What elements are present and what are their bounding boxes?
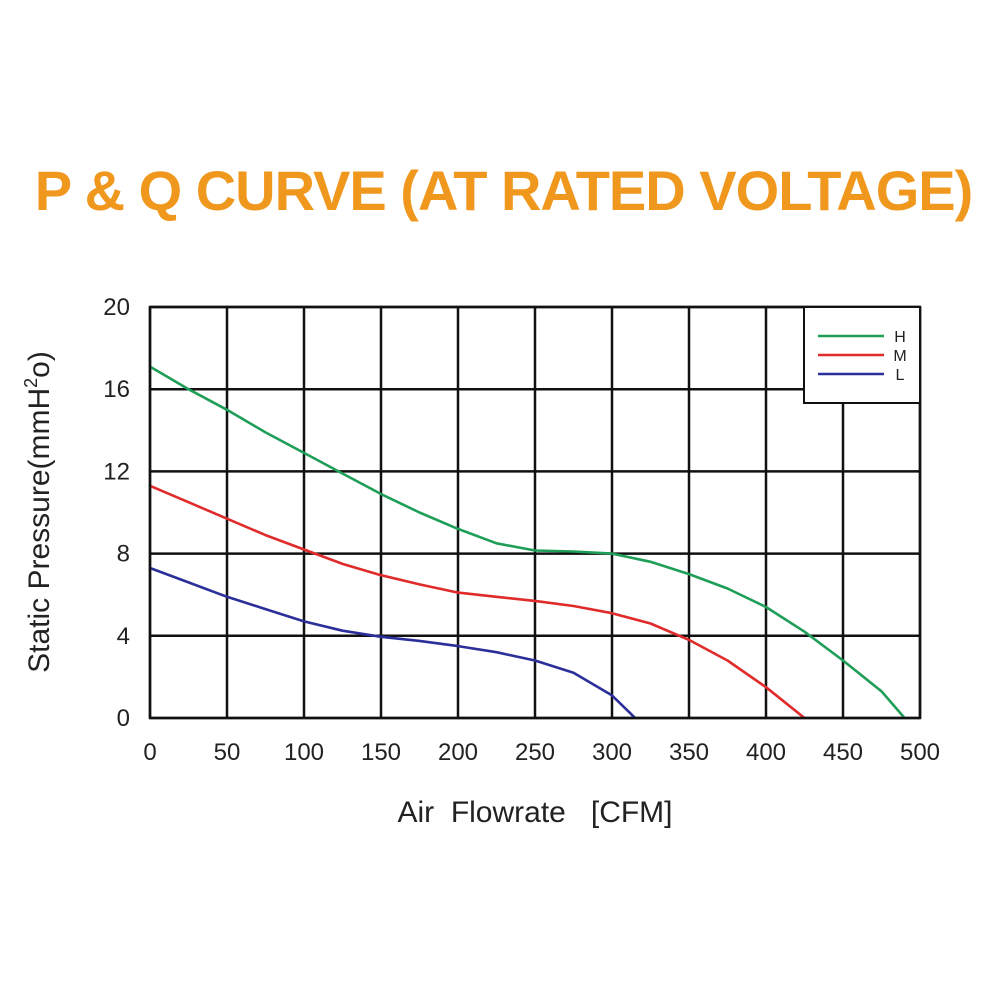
tick-labels: 0 50 100 150 200 250 300 350 400 450 500 0 4 8 12 16 20 <box>103 294 940 766</box>
legend-label-H: H <box>894 329 906 346</box>
y-axis-label-main: Static Pressure(mmH <box>23 388 56 673</box>
y-axis-label: Static Pressure(mmH2o) <box>21 351 56 673</box>
y-axis-label-sup: 2 <box>21 378 41 388</box>
y-tick-label: 0 <box>117 705 130 732</box>
y-tick-label: 16 <box>103 376 130 403</box>
x-tick-label: 50 <box>214 739 241 766</box>
x-tick-label: 300 <box>592 739 632 766</box>
y-tick-label: 8 <box>117 541 130 568</box>
chart-title: P & Q CURVE (AT RATED VOLTAGE) <box>34 159 974 222</box>
x-tick-label: 500 <box>900 739 940 766</box>
plot-frame <box>148 305 922 720</box>
x-tick-label: 250 <box>515 739 555 766</box>
series-line-L <box>148 566 637 720</box>
x-tick-label: 100 <box>284 739 324 766</box>
x-tick-label: 200 <box>438 739 478 766</box>
legend-label-M: M <box>893 348 906 365</box>
legend-label-L: L <box>896 367 905 384</box>
series-line-H <box>148 365 906 720</box>
x-tick-label: 450 <box>823 739 863 766</box>
y-tick-label: 12 <box>103 458 130 485</box>
y-axis-label-end: o) <box>23 351 56 378</box>
y-tick-label: 4 <box>117 623 130 650</box>
y-tick-label: 20 <box>103 294 130 321</box>
x-tick-label: 0 <box>143 739 156 766</box>
legend: HML <box>803 306 921 404</box>
x-axis-label: Air Flowrate [CFM] <box>397 796 672 829</box>
x-tick-label: 400 <box>746 739 786 766</box>
x-tick-label: 350 <box>669 739 709 766</box>
x-tick-label: 150 <box>361 739 401 766</box>
series-line-M <box>148 484 806 720</box>
series-layer <box>148 365 906 720</box>
